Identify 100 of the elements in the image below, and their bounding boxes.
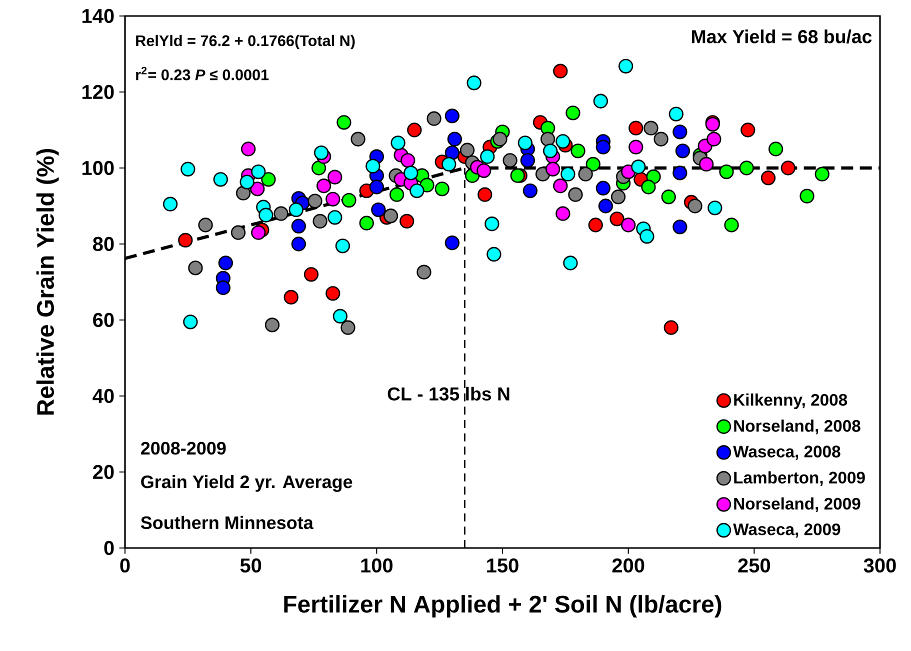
point <box>466 76 482 90</box>
point <box>641 180 656 194</box>
x-tick-label: 200 <box>612 558 644 573</box>
point <box>274 206 288 221</box>
x-axis-title: Fertilizer N Applied + 2' Soil N (lb/acre) <box>284 595 722 618</box>
x-tick-label: 50 <box>240 558 262 573</box>
point <box>236 186 251 200</box>
point <box>188 260 203 276</box>
point <box>593 94 608 108</box>
point <box>628 120 644 136</box>
point <box>800 188 814 204</box>
point <box>672 124 688 140</box>
point <box>542 144 558 158</box>
x-tick-label: 0 <box>120 558 130 573</box>
point <box>178 232 193 248</box>
point <box>180 162 196 176</box>
point <box>568 187 583 202</box>
point <box>644 120 658 136</box>
point <box>218 256 234 270</box>
point <box>371 202 386 218</box>
legend-label: Kilkenny, 2008 <box>734 393 848 410</box>
point <box>230 225 246 240</box>
x-tick-label: 250 <box>738 558 770 573</box>
point <box>442 156 456 172</box>
y-tick-label: 0 <box>104 540 114 556</box>
point <box>708 200 722 216</box>
point <box>311 160 326 176</box>
point <box>304 267 319 282</box>
point <box>416 264 432 280</box>
point <box>631 160 646 174</box>
point <box>699 156 714 172</box>
point <box>675 144 690 158</box>
y-tick-label: 20 <box>93 464 114 480</box>
point <box>664 320 678 335</box>
x-tick-label: 100 <box>361 558 393 573</box>
point <box>661 190 676 204</box>
point <box>350 132 366 146</box>
x-tick-label: 300 <box>864 558 896 573</box>
point <box>553 178 568 194</box>
point <box>706 132 722 146</box>
point <box>610 212 624 226</box>
point <box>486 246 502 262</box>
point <box>328 170 342 184</box>
point <box>316 178 332 194</box>
point <box>621 218 636 232</box>
point <box>291 218 306 234</box>
point <box>610 190 626 204</box>
point <box>780 160 796 176</box>
point <box>240 142 256 156</box>
x-tick-label: 150 <box>487 558 518 573</box>
point <box>654 132 668 146</box>
point <box>628 140 644 154</box>
ref-line-label: CL - 135 lbs N <box>388 386 510 401</box>
point <box>588 218 603 232</box>
point <box>760 170 776 186</box>
y-tick-label: 140 <box>82 8 114 24</box>
point <box>342 192 356 208</box>
y-tick-label: 80 <box>92 236 114 252</box>
point <box>598 198 614 214</box>
point <box>420 178 434 192</box>
annotation: r$^{2}$= 0.23 P ≤ 0.0001 <box>136 66 269 80</box>
point <box>407 122 422 138</box>
point <box>553 64 568 78</box>
point <box>308 194 322 208</box>
legend-label: Norseland, 2009 <box>734 497 860 512</box>
point <box>369 180 384 194</box>
point <box>404 166 418 180</box>
point <box>768 142 784 156</box>
point <box>668 106 684 122</box>
point <box>560 166 576 182</box>
point <box>444 108 460 124</box>
point <box>556 206 570 221</box>
point <box>366 158 380 174</box>
point <box>291 236 306 252</box>
point <box>314 145 329 160</box>
point <box>340 320 356 335</box>
point <box>719 164 734 180</box>
annotation: Grain Yield 2 yr. Average <box>141 475 352 492</box>
annotation: 2008-2009 <box>141 442 226 455</box>
point <box>688 198 702 214</box>
point <box>563 256 578 270</box>
point <box>251 225 266 240</box>
point <box>546 162 560 176</box>
point <box>478 187 492 202</box>
point <box>672 166 688 180</box>
point <box>566 106 580 120</box>
point <box>162 196 178 212</box>
point <box>476 163 492 178</box>
annotation: RelYld = 76.2 + 0.1766(Total N) <box>136 34 355 50</box>
point <box>447 132 462 146</box>
y-tick-label: 40 <box>92 388 114 404</box>
point <box>288 202 304 218</box>
point <box>484 216 500 232</box>
point <box>250 182 265 196</box>
point <box>556 134 570 149</box>
point <box>264 318 280 332</box>
point <box>520 153 536 168</box>
point <box>596 140 611 154</box>
legend-label: Waseca, 2008 <box>733 446 840 460</box>
point <box>814 166 830 182</box>
